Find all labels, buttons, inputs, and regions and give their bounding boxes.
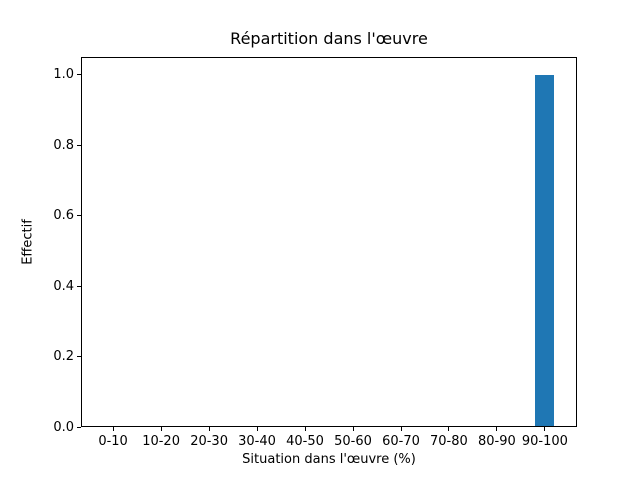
plot-area xyxy=(81,57,577,427)
x-tick-mark xyxy=(160,427,162,431)
x-tick-label: 80-90 xyxy=(478,434,516,449)
y-axis-label: Effectif xyxy=(20,219,36,265)
chart-title: Répartition dans l'œuvre xyxy=(230,29,428,48)
y-tick-mark xyxy=(77,144,81,146)
x-tick-mark xyxy=(256,427,258,431)
y-tick-mark xyxy=(77,426,81,428)
y-tick-mark xyxy=(77,285,81,287)
y-tick-mark xyxy=(77,74,81,76)
x-tick-mark xyxy=(304,427,306,431)
x-tick-mark xyxy=(352,427,354,431)
y-tick-mark xyxy=(77,215,81,217)
x-tick-label: 50-60 xyxy=(334,434,372,449)
x-tick-label: 90-100 xyxy=(521,434,568,449)
x-tick-mark xyxy=(496,427,498,431)
y-tick-label: 0.8 xyxy=(53,137,74,153)
x-tick-label: 40-50 xyxy=(286,434,324,449)
y-tick-label: 1.0 xyxy=(53,67,74,83)
x-tick-mark xyxy=(208,427,210,431)
y-tick-label: 0.4 xyxy=(53,278,74,294)
x-axis-label: Situation dans l'œuvre (%) xyxy=(242,452,416,467)
y-tick-mark xyxy=(77,356,81,357)
x-tick-mark xyxy=(544,427,546,431)
x-tick-label: 10-20 xyxy=(142,434,180,449)
x-tick-mark xyxy=(112,427,114,431)
x-tick-label: 0-10 xyxy=(98,434,128,449)
y-tick-label: 0.2 xyxy=(53,349,74,364)
y-tick-label: 0.6 xyxy=(53,208,74,224)
x-tick-label: 70-80 xyxy=(430,434,468,449)
x-tick-mark xyxy=(448,427,450,431)
x-tick-label: 20-30 xyxy=(190,434,228,449)
x-tick-mark xyxy=(400,427,402,431)
x-tick-label: 60-70 xyxy=(382,434,420,449)
y-tick-label: 0.0 xyxy=(53,419,74,435)
bar-90-100 xyxy=(535,74,555,426)
x-tick-label: 30-40 xyxy=(238,434,276,449)
